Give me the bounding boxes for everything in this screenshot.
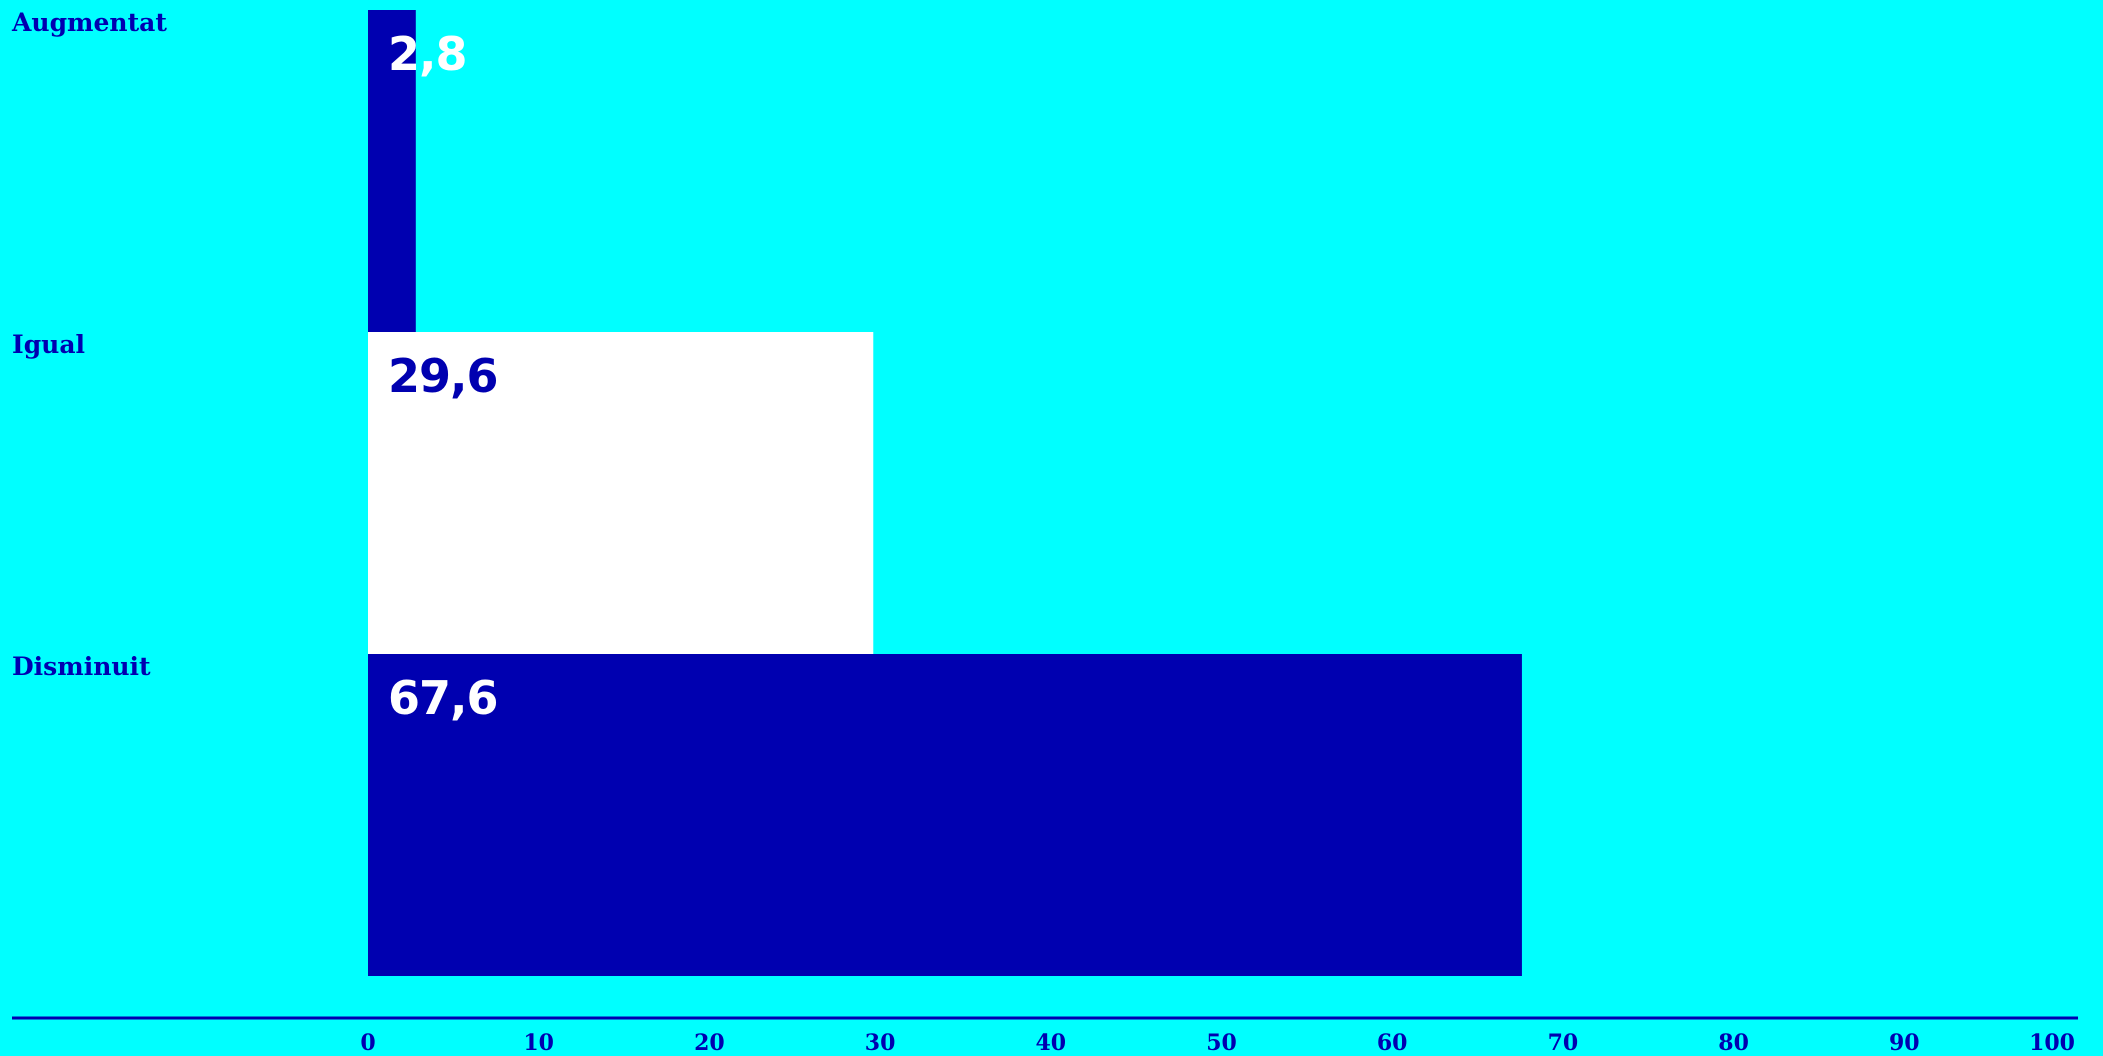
bar-augmentat (368, 10, 416, 332)
x-tick-label: 20 (694, 1030, 725, 1056)
x-tick-label: 70 (1548, 1030, 1579, 1056)
x-tick-label: 40 (1035, 1030, 1066, 1056)
x-tick-label: 50 (1206, 1030, 1237, 1056)
x-tick-label: 90 (1889, 1030, 1920, 1056)
category-label: Augmentat (11, 8, 167, 37)
x-tick-label: 0 (360, 1030, 375, 1056)
x-tick-label: 10 (523, 1030, 554, 1056)
x-tick-label: 80 (1718, 1030, 1749, 1056)
x-tick-label: 30 (865, 1030, 896, 1056)
category-label: Disminuit (12, 652, 151, 681)
bar-value-label: 2,8 (388, 27, 467, 81)
bar-disminuit (368, 654, 1522, 976)
x-tick-label: 60 (1377, 1030, 1408, 1056)
category-label: Igual (12, 330, 85, 359)
bar-value-label: 67,6 (388, 671, 498, 725)
x-tick-label: 100 (2029, 1030, 2075, 1056)
bar-igual (368, 332, 874, 654)
bar-value-label: 29,6 (388, 349, 498, 403)
